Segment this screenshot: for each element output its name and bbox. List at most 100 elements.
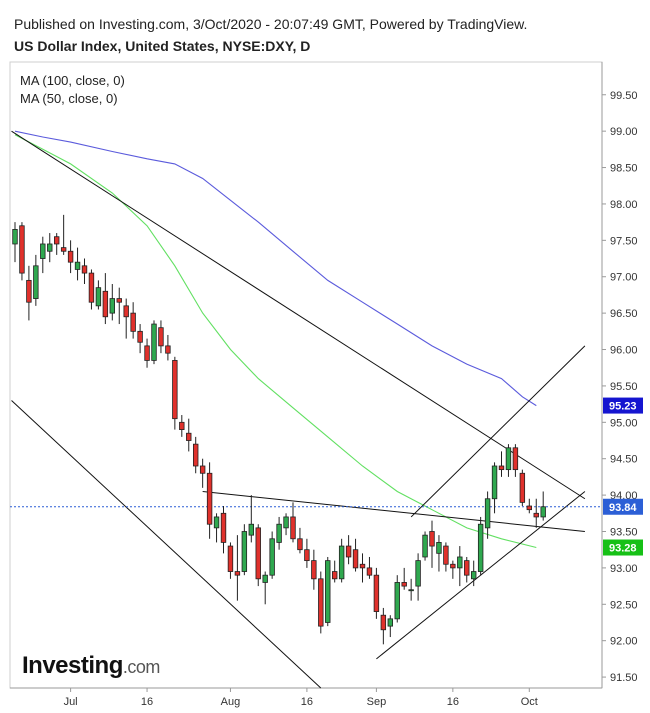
- candle-down: [227, 545, 234, 572]
- candle-down: [220, 512, 227, 543]
- y-tick-label: 94.50: [610, 454, 638, 466]
- candle-down: [116, 298, 122, 303]
- ma50-line: [14, 134, 537, 549]
- legend-ma50[interactable]: MA (50, close, 0): [20, 91, 118, 106]
- investing-logo: Investing.com: [22, 652, 160, 680]
- candle-up: [436, 542, 442, 554]
- y-tick-label: 98.50: [610, 163, 638, 175]
- candle-down: [429, 531, 435, 547]
- candle-up: [387, 618, 393, 627]
- y-tick-label: 96.00: [610, 345, 638, 357]
- candle-up: [394, 582, 400, 620]
- candle-down: [352, 549, 359, 569]
- x-tick-label: 16: [141, 696, 153, 708]
- candle-down: [206, 472, 213, 525]
- candle-down: [304, 549, 310, 562]
- candle-up: [241, 531, 248, 572]
- candle-down: [526, 505, 532, 511]
- candle-up: [248, 523, 254, 536]
- price-tag-ma100: [603, 397, 643, 414]
- candle-down: [380, 614, 387, 631]
- candle-down: [359, 563, 366, 569]
- candle-down: [498, 465, 505, 471]
- brand-suffix: .com: [122, 657, 161, 677]
- y-tick-label: 99.50: [610, 90, 638, 102]
- y-tick-label: 99.00: [610, 126, 638, 138]
- candle-up: [540, 506, 546, 518]
- instrument-title: US Dollar Index, United States, NYSE:DXY…: [14, 38, 311, 54]
- candle-down: [443, 545, 449, 565]
- candle-down: [464, 560, 470, 576]
- candle-up: [74, 261, 81, 270]
- candle-up: [325, 560, 331, 623]
- candle-up: [484, 498, 491, 529]
- candle-down: [54, 236, 60, 245]
- candle-up: [470, 571, 477, 580]
- candle-down: [331, 571, 338, 580]
- candle-down: [450, 563, 456, 569]
- y-tick-label: 93.00: [610, 563, 638, 575]
- candle-down: [234, 571, 241, 576]
- candle-up: [40, 243, 46, 259]
- price-tag-label-ma100: 95.23: [609, 401, 637, 413]
- x-tick-label: Sep: [367, 696, 387, 708]
- candle-down: [130, 312, 136, 332]
- candle-up: [415, 560, 421, 587]
- trendline-upper-downtrend: [11, 130, 586, 500]
- y-tick-label: 95.50: [610, 381, 638, 393]
- x-tick-label: 16: [447, 696, 459, 708]
- candle-down: [318, 578, 324, 627]
- published-caption: Published on Investing.com, 3/Oct/2020 -…: [14, 16, 528, 32]
- x-tick-label: Aug: [221, 696, 241, 708]
- price-tag-label-ma50: 93.28: [609, 543, 637, 555]
- candle-down: [144, 345, 150, 361]
- brand-name: Investing: [22, 652, 123, 679]
- candle-down: [366, 567, 373, 576]
- candle-down: [102, 290, 109, 318]
- x-tick-label: 16: [301, 696, 313, 708]
- candle-down: [290, 516, 296, 540]
- y-tick-label: 92.50: [610, 599, 638, 611]
- trendline-lower-channel: [11, 400, 322, 689]
- candle-down: [123, 305, 129, 318]
- candle-up: [477, 523, 484, 572]
- candle-up: [95, 287, 102, 307]
- candle-down: [158, 327, 164, 347]
- candle-down: [255, 527, 261, 580]
- candle-up: [262, 574, 268, 583]
- candle-down: [192, 443, 199, 467]
- candle-down: [19, 225, 25, 274]
- candle-down: [512, 447, 519, 471]
- candle-down: [179, 421, 185, 430]
- candle-up: [109, 298, 115, 314]
- candle-down: [88, 272, 95, 303]
- candle-down: [297, 538, 303, 551]
- candle-down: [60, 247, 67, 252]
- plot-border: [9, 61, 603, 689]
- candle-down: [519, 472, 526, 503]
- y-tick-label: 93.50: [610, 527, 638, 539]
- indicator-legend: MA (100, close, 0) MA (50, close, 0): [20, 72, 125, 108]
- price-tag-ma50: [603, 539, 643, 556]
- candle-up: [422, 534, 428, 558]
- candle-down: [533, 512, 539, 518]
- trendline-horizontal-resistance: [202, 490, 585, 532]
- candle-down: [373, 574, 380, 612]
- candle-down: [172, 360, 178, 420]
- candle-down: [186, 432, 192, 441]
- candle-down: [401, 582, 407, 587]
- y-tick-label: 97.50: [610, 235, 638, 247]
- trendline-rising-channel-upper: [410, 345, 586, 518]
- candle-up: [283, 516, 289, 529]
- candle-up: [269, 538, 275, 576]
- y-tick-label: 92.00: [610, 636, 638, 648]
- candle-up: [276, 523, 282, 543]
- candle-up: [408, 589, 414, 592]
- price-tag-last: [603, 498, 643, 515]
- candle-up: [457, 556, 463, 569]
- candle-down: [311, 560, 317, 580]
- ma100-line: [14, 130, 537, 407]
- legend-ma100[interactable]: MA (100, close, 0): [20, 73, 125, 88]
